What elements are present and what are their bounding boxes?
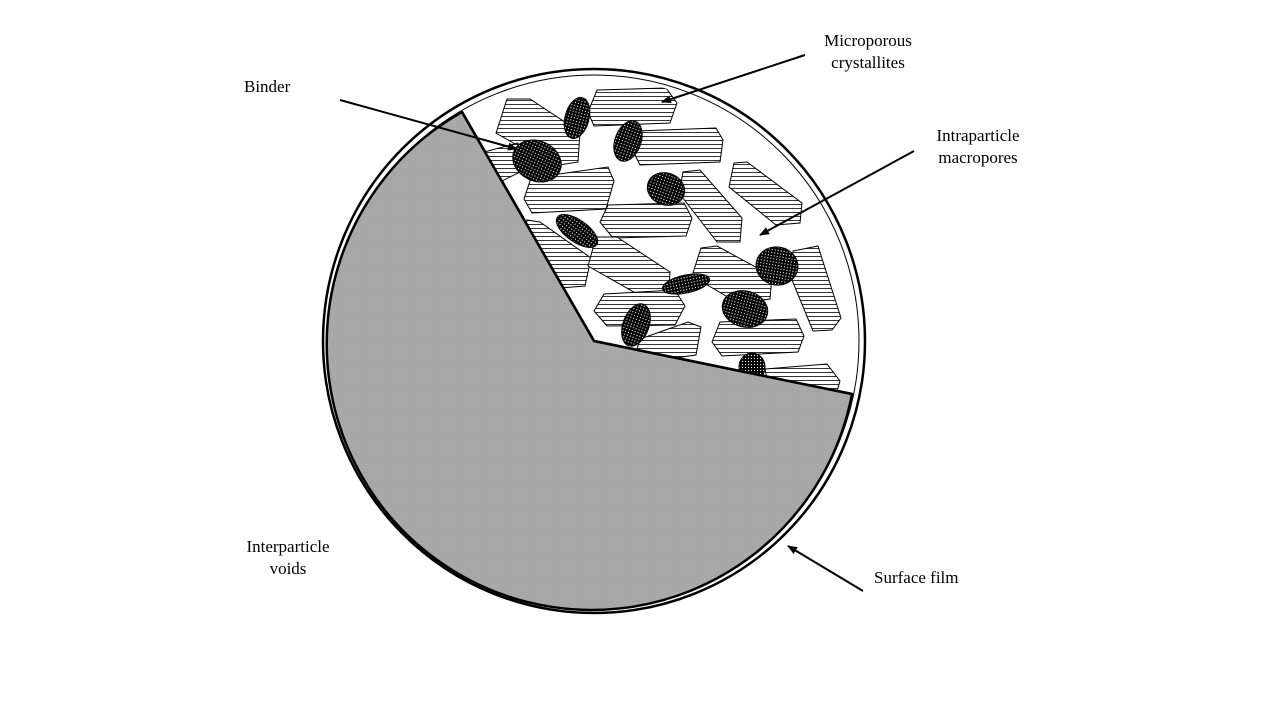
binder-particle xyxy=(563,96,591,140)
interparticle-label-line1: Interparticle xyxy=(246,537,330,556)
crystallite xyxy=(495,98,581,167)
interparticle-voids-region xyxy=(325,110,854,612)
crystallite-cluster xyxy=(483,87,842,394)
interparticle-label-line2: voids xyxy=(269,559,307,578)
interparticle-voids-label: Interparticle voids xyxy=(228,536,348,580)
surface-film-arrow xyxy=(787,545,864,592)
binder-particle xyxy=(555,214,599,248)
binder-particle xyxy=(621,303,651,347)
binder-particle xyxy=(646,172,686,206)
intraparticle-label-line2: macropores xyxy=(938,148,1018,167)
microporous-label-line1: Microporous xyxy=(824,31,912,50)
surface-film-label-text: Surface film xyxy=(874,568,959,587)
binder-particle xyxy=(613,120,643,162)
binder-particle xyxy=(721,290,769,328)
binder-arrow xyxy=(339,99,518,151)
crystallite xyxy=(599,202,693,239)
wedge-boundary xyxy=(460,111,853,396)
intraparticle-macropores-arrow xyxy=(759,150,915,236)
binder-particle xyxy=(755,246,799,286)
microporous-crystallites-label: Microporous crystallites xyxy=(808,30,928,74)
binder-label-text: Binder xyxy=(244,77,291,96)
crystallite xyxy=(711,318,805,357)
binder-particle xyxy=(661,273,711,295)
binder-label: Binder xyxy=(244,76,290,98)
crystallite xyxy=(728,161,803,226)
intraparticle-label-line1: Intraparticle xyxy=(936,126,1020,145)
microporous-crystallites-arrow xyxy=(661,54,806,103)
surface-film-label: Surface film xyxy=(874,567,959,589)
crystallite xyxy=(631,127,724,166)
microporous-label-line2: crystallites xyxy=(831,53,905,72)
intraparticle-macropores-label: Intraparticle macropores xyxy=(918,125,1038,169)
